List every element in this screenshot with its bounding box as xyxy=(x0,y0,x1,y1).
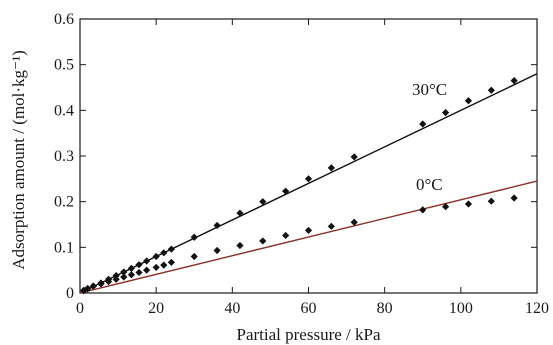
data-point-30c xyxy=(213,221,221,230)
data-point-30c xyxy=(167,245,175,253)
y-tick-label: 0.6 xyxy=(54,11,74,28)
data-point-0c xyxy=(259,237,267,245)
data-point-30c xyxy=(236,209,244,217)
data-point-0c xyxy=(89,282,97,290)
data-point-30c xyxy=(419,120,427,128)
y-tick-label: 0.3 xyxy=(54,148,74,165)
data-point-30c xyxy=(135,261,143,269)
data-point-30c xyxy=(442,109,450,117)
data-point-30c xyxy=(259,198,267,206)
data-point-0c xyxy=(97,280,105,288)
y-tick-label: 0 xyxy=(66,285,74,302)
data-point-30c xyxy=(510,77,518,85)
axes: 0 20 40 60 80 100 120 0 0.1 0.2 0.3 0.4 0.5 0.6 xyxy=(54,11,549,317)
x-tick-label: 0 xyxy=(76,300,84,317)
data-point-0c xyxy=(213,246,221,255)
x-axis-title: Partial pressure / kPa xyxy=(237,325,381,344)
data-point-0c xyxy=(327,222,335,230)
data-point-0c xyxy=(135,268,143,277)
data-point-30c xyxy=(143,257,151,265)
y-tick-label: 0.1 xyxy=(54,239,74,256)
x-tick-label: 100 xyxy=(449,300,473,317)
data-point-30c xyxy=(282,187,290,195)
data-point-0c xyxy=(510,194,518,202)
y-tick-label: 0.4 xyxy=(54,102,74,119)
x-tick-label: 40 xyxy=(224,300,240,317)
data-point-0c xyxy=(167,258,175,267)
data-point-0c xyxy=(112,275,120,283)
data-point-30c xyxy=(127,264,136,272)
data-point-0c xyxy=(282,231,290,240)
data-point-30c xyxy=(120,268,128,276)
fit-line-0c xyxy=(79,180,538,294)
data-point-0c xyxy=(487,197,495,205)
data-point-0c xyxy=(143,266,151,274)
data-point-30c xyxy=(190,233,198,241)
x-tick-label: 60 xyxy=(301,300,317,317)
data-point-0c xyxy=(419,206,427,214)
data-point-0c xyxy=(120,273,128,281)
y-tick-label: 0.5 xyxy=(54,57,74,74)
data-point-0c xyxy=(80,286,88,294)
data-point-30c xyxy=(112,272,120,280)
data-point-0c xyxy=(190,252,198,261)
series-label-30c: 30°C xyxy=(412,80,447,99)
data-point-30c xyxy=(327,164,335,172)
data-point-0c xyxy=(304,226,313,235)
data-point-30c xyxy=(350,153,358,161)
labels: Partial pressure / kPa Adsorption amount… xyxy=(9,50,447,344)
data-point-0c xyxy=(442,203,450,211)
data-point-30c xyxy=(160,249,168,257)
data-point-30c xyxy=(304,175,313,183)
data-point-0c xyxy=(152,263,160,272)
data-point-30c xyxy=(464,97,473,105)
data-point-30c xyxy=(487,86,495,94)
x-tick-label: 80 xyxy=(377,300,393,317)
x-tick-label: 120 xyxy=(525,300,549,317)
data-point-30c xyxy=(152,252,160,261)
x-tick-label: 20 xyxy=(148,300,164,317)
data-points xyxy=(80,77,518,295)
y-tick-label: 0.2 xyxy=(54,194,74,211)
data-point-0c xyxy=(236,241,244,250)
data-point-0c xyxy=(350,218,358,226)
series-label-0c: 0°C xyxy=(416,175,443,194)
plot-frame xyxy=(79,18,538,294)
data-point-0c xyxy=(127,271,136,279)
data-point-0c xyxy=(104,277,113,286)
y-axis-title: Adsorption amount / (mol·kg⁻¹) xyxy=(9,50,28,269)
data-point-0c xyxy=(160,261,168,269)
data-point-0c xyxy=(464,200,473,208)
data-point-0c xyxy=(84,284,92,293)
